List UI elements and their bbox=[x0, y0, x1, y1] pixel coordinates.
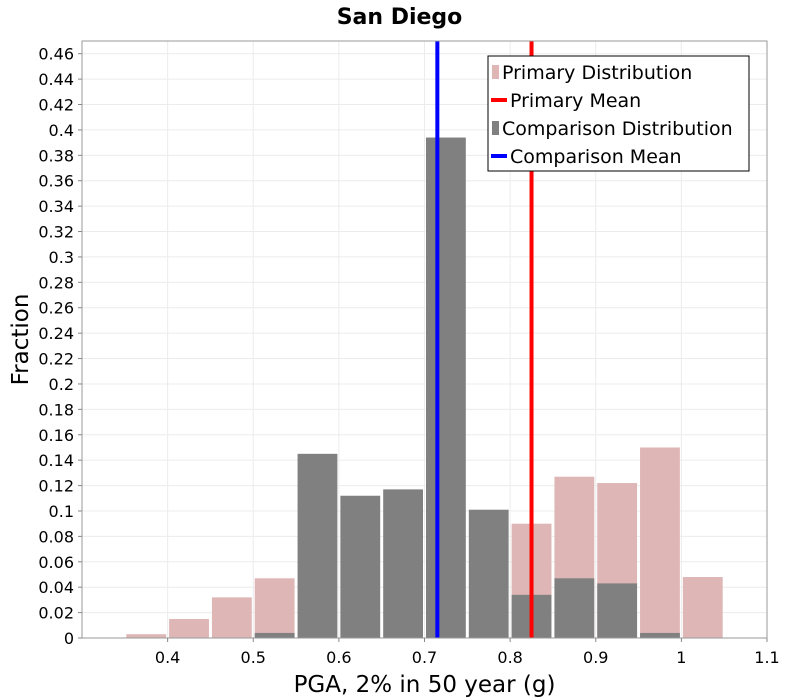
comparison-distribution-bar bbox=[468, 509, 509, 638]
primary-mean-legend-label: Primary Mean bbox=[510, 90, 641, 112]
y-tick-label: 0.12 bbox=[38, 477, 74, 496]
x-tick-label: 1.1 bbox=[754, 648, 779, 667]
y-tick-label: 0.14 bbox=[38, 451, 74, 470]
y-tick-label: 0.38 bbox=[38, 146, 74, 165]
comparison-distribution-bar bbox=[554, 578, 595, 638]
x-tick-label: 0.4 bbox=[155, 648, 180, 667]
primary-distribution-bar bbox=[254, 578, 295, 638]
y-tick-label: 0.08 bbox=[38, 527, 74, 546]
x-axis-ticks: 0.4 0.5 0.6 0.7 0.8 0.9 1 1.1 bbox=[155, 638, 780, 667]
comparison-distribution-bar bbox=[426, 137, 466, 638]
y-tick-label: 0 bbox=[64, 629, 74, 648]
y-tick-label: 0.42 bbox=[38, 96, 74, 115]
primary-distribution-legend-swatch bbox=[492, 65, 499, 79]
y-axis-ticks: 0 0.02 0.04 0.06 0.08 0.1 0.12 0.14 0.16 0.18 0.2 0… bbox=[38, 45, 82, 648]
x-tick-label: 0.6 bbox=[326, 648, 351, 667]
x-tick-label: 0.8 bbox=[497, 648, 522, 667]
y-tick-label: 0.44 bbox=[38, 70, 74, 89]
y-tick-label: 0.1 bbox=[49, 502, 74, 521]
y-tick-label: 0.24 bbox=[38, 324, 74, 343]
comparison-distribution-bar bbox=[254, 632, 295, 638]
x-tick-label: 0.9 bbox=[583, 648, 608, 667]
y-tick-label: 0.28 bbox=[38, 273, 74, 292]
x-tick-label: 0.5 bbox=[241, 648, 266, 667]
primary-distribution-bar bbox=[640, 447, 680, 638]
y-tick-label: 0.16 bbox=[38, 426, 74, 445]
primary-distribution-legend-label: Primary Distribution bbox=[502, 62, 692, 84]
comparison-distribution-bar bbox=[297, 453, 338, 638]
x-tick-label: 0.7 bbox=[412, 648, 437, 667]
y-tick-label: 0.02 bbox=[38, 604, 74, 623]
primary-distribution-bar bbox=[126, 634, 167, 638]
comparison-distribution-legend-swatch bbox=[492, 121, 499, 135]
y-tick-label: 0.04 bbox=[38, 578, 74, 597]
comparison-distribution-bar bbox=[597, 583, 638, 638]
legend-box bbox=[487, 55, 750, 172]
y-tick-label: 0.36 bbox=[38, 172, 74, 191]
y-tick-label: 0.3 bbox=[49, 248, 74, 267]
primary-distribution-bar bbox=[682, 577, 723, 638]
comparison-distribution-bar bbox=[340, 495, 381, 638]
y-tick-label: 0.26 bbox=[38, 299, 74, 318]
primary-distribution-bar bbox=[211, 597, 252, 638]
y-tick-label: 0.2 bbox=[49, 375, 74, 394]
y-tick-label: 0.32 bbox=[38, 223, 74, 242]
x-axis-title: PGA, 2% in 50 year (g) bbox=[294, 672, 556, 698]
comparison-distribution-bar bbox=[640, 632, 680, 638]
y-tick-label: 0.06 bbox=[38, 553, 74, 572]
y-tick-label: 0.34 bbox=[38, 197, 74, 216]
legend: Primary Distribution Primary Mean Comparis… bbox=[487, 55, 750, 172]
chart-title: San Diego bbox=[337, 5, 463, 30]
comparison-distribution-legend-label: Comparison Distribution bbox=[502, 118, 733, 140]
y-tick-label: 0.22 bbox=[38, 350, 74, 369]
y-tick-label: 0.46 bbox=[38, 45, 74, 64]
primary-distribution-bar bbox=[169, 618, 209, 638]
y-axis-title: Fraction bbox=[8, 294, 34, 386]
comparison-distribution-bar bbox=[383, 489, 423, 638]
x-tick-label: 1 bbox=[676, 648, 686, 667]
y-tick-label: 0.4 bbox=[49, 121, 74, 140]
y-tick-label: 0.18 bbox=[38, 400, 74, 419]
comparison-mean-legend-label: Comparison Mean bbox=[510, 146, 682, 168]
